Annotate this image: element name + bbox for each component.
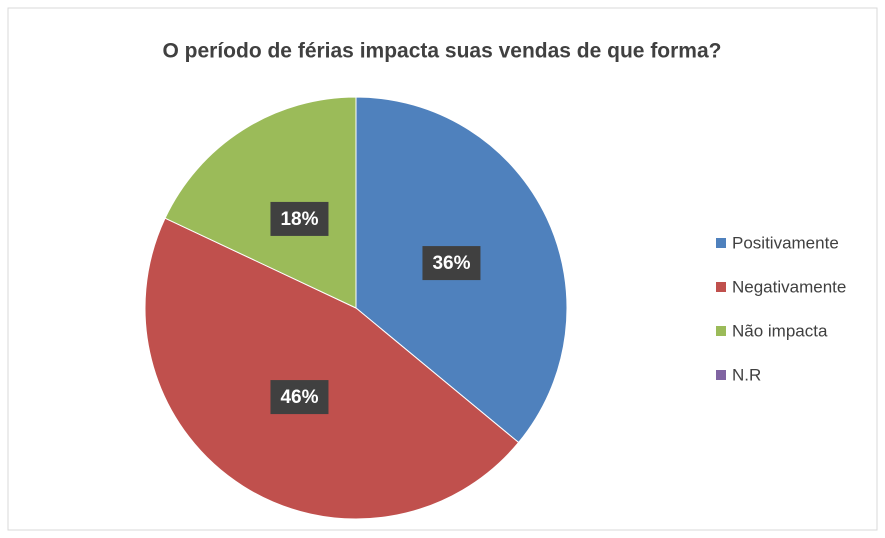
legend-swatch	[716, 326, 726, 336]
legend-label: Positivamente	[732, 233, 839, 252]
legend-swatch	[716, 370, 726, 380]
data-label: 18%	[280, 209, 318, 230]
data-label-box	[270, 380, 329, 415]
chart-title: O período de férias impacta suas vendas …	[162, 40, 721, 63]
data-label: 46%	[280, 387, 318, 408]
legend-label: Negativamente	[732, 277, 846, 296]
legend-swatch	[716, 238, 726, 248]
pie-slice	[164, 96, 357, 309]
data-label-box	[422, 246, 481, 281]
legend-swatch	[716, 282, 726, 292]
data-label-box	[270, 201, 329, 236]
legend-label: Não impacta	[732, 321, 828, 340]
data-label: 36%	[432, 253, 470, 274]
legend-label: N.R	[732, 365, 761, 384]
pie-slice	[144, 217, 520, 520]
